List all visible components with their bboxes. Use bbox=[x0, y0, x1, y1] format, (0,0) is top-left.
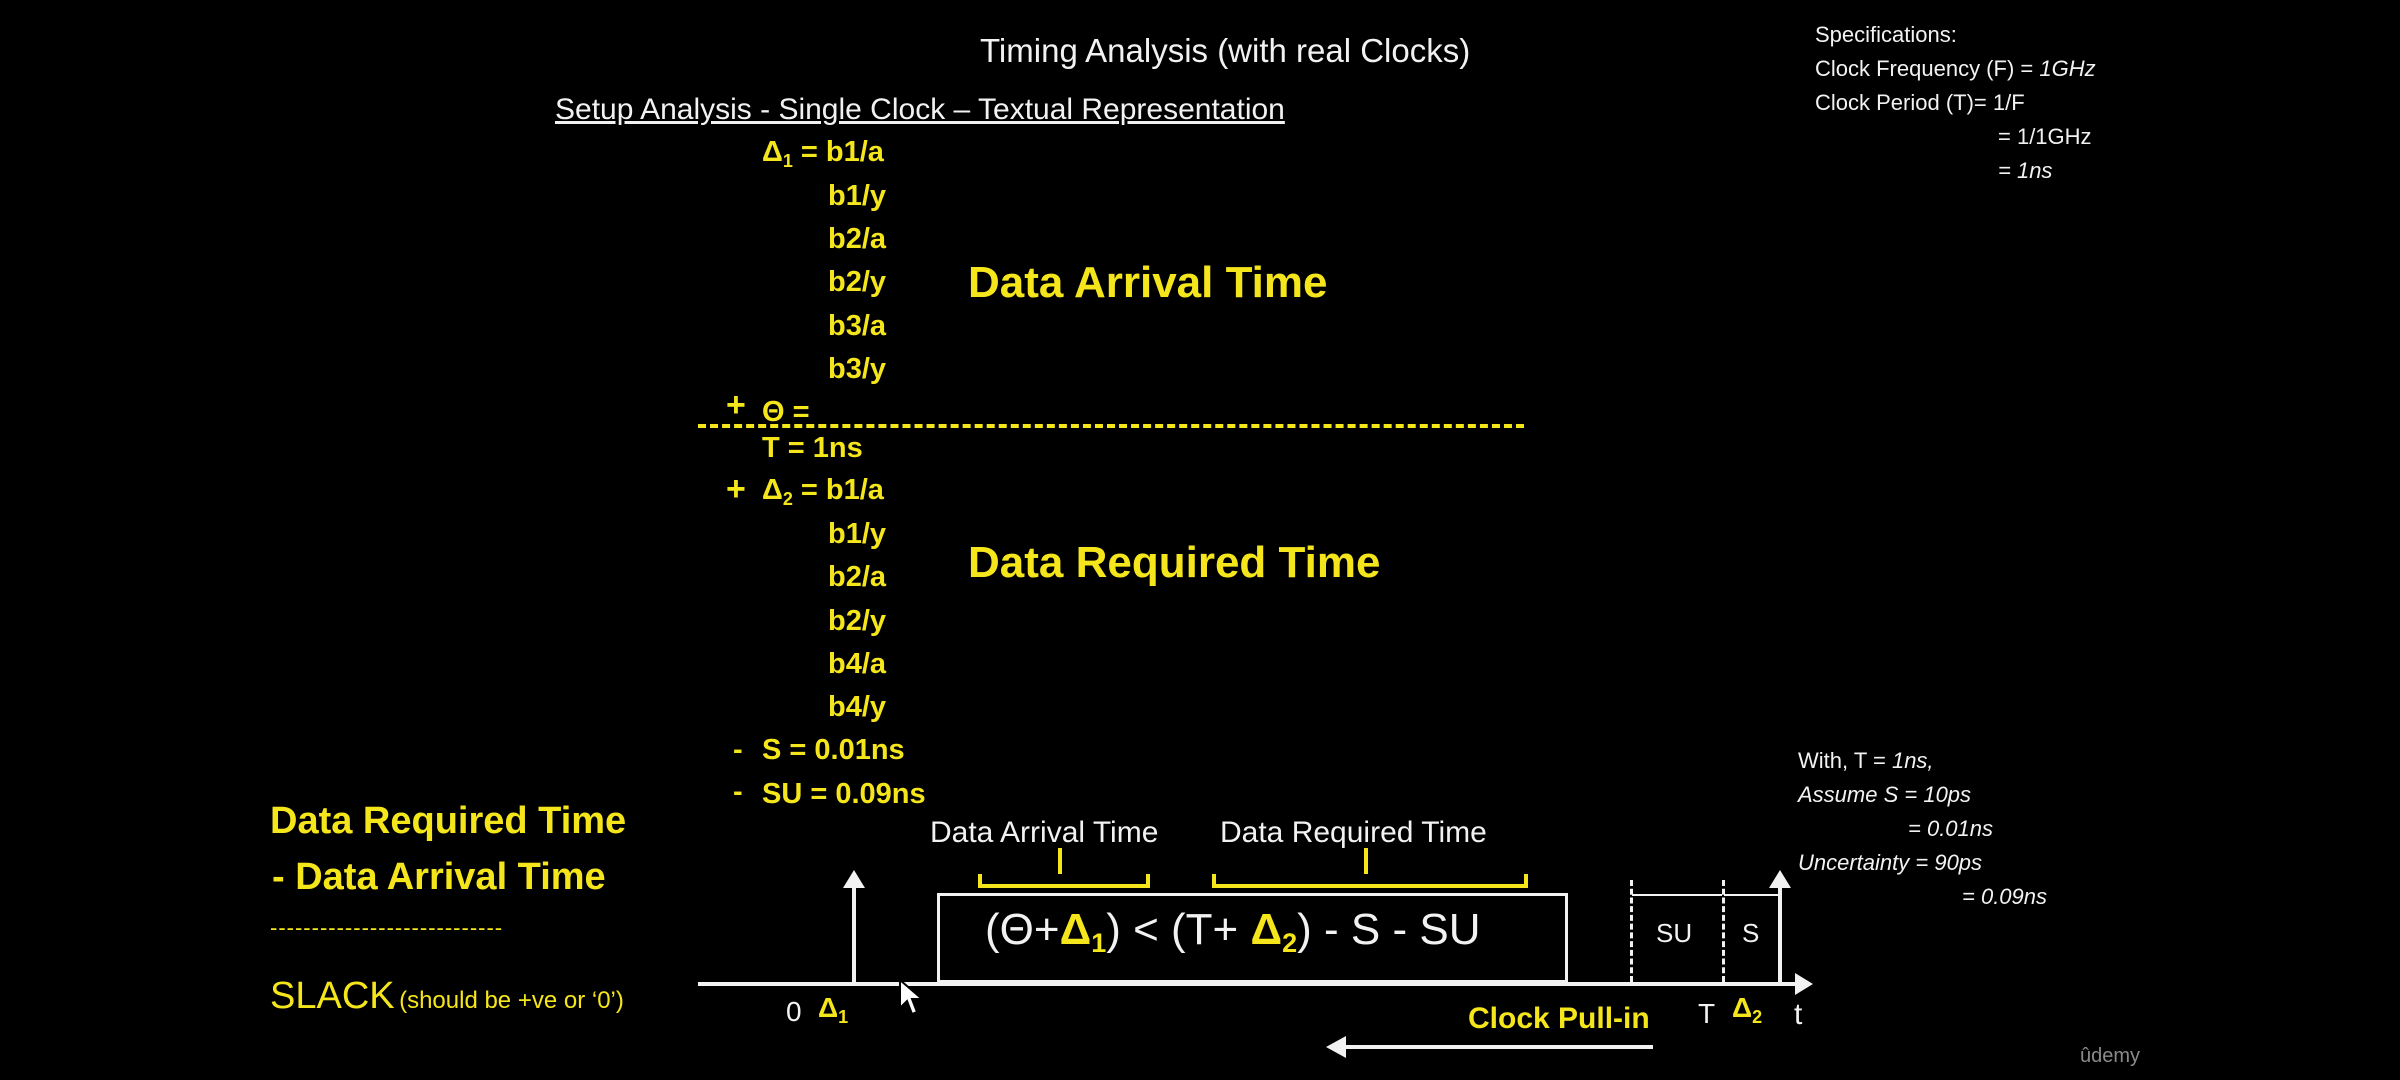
required-brace-tick bbox=[1364, 848, 1368, 874]
spec-heading: Specifications: bbox=[1815, 22, 1957, 47]
slack-arrival: - Data Arrival Time bbox=[272, 856, 606, 898]
s-marker-label: S bbox=[1742, 918, 1760, 948]
spec-period-line3: = 1ns bbox=[1998, 158, 2053, 183]
su-start-marker bbox=[1630, 880, 1633, 982]
mouse-cursor-icon bbox=[899, 978, 925, 1016]
spec-period: Clock Period (T)= 1/F bbox=[1815, 90, 2025, 115]
arrival-item: b2/a bbox=[828, 223, 887, 255]
s-minus: - bbox=[733, 734, 743, 766]
required-item: b2/y bbox=[828, 605, 887, 637]
required-item: b2/a bbox=[828, 561, 887, 593]
arrival-item: b3/y bbox=[828, 353, 887, 385]
required-item: b4/y bbox=[828, 691, 887, 723]
su-span-arrow bbox=[1632, 894, 1722, 896]
required-item: b4/a bbox=[828, 648, 887, 680]
clock-edge-launch bbox=[852, 888, 856, 984]
clock-pull-in-label: Clock Pull-in bbox=[1468, 1002, 1650, 1035]
arrival-item: b1/y bbox=[828, 180, 887, 212]
s-line: S = 0.01ns bbox=[762, 734, 905, 766]
spec-frequency: Clock Frequency (F) = 1GHz bbox=[1815, 56, 2096, 81]
t-line: T = 1ns bbox=[762, 432, 863, 464]
diagram-arrival-label: Data Arrival Time bbox=[930, 816, 1159, 849]
data-arrival-label: Data Arrival Time bbox=[968, 258, 1328, 307]
arrival-item: b2/y bbox=[828, 266, 887, 298]
clock-pull-in-arrow bbox=[1345, 1045, 1653, 1049]
assume-line3: = 0.01ns bbox=[1908, 816, 1994, 841]
theta-line: Θ = bbox=[762, 396, 810, 428]
assume-line2: Assume S = 10ps bbox=[1798, 782, 1972, 807]
time-axis-arrowhead bbox=[1795, 973, 1813, 995]
setup-inequality-box bbox=[937, 893, 1568, 983]
su-marker-label: SU bbox=[1656, 918, 1693, 948]
slack-required: Data Required Time bbox=[270, 800, 627, 842]
clock-edge-capture bbox=[1778, 888, 1782, 984]
s-start-marker bbox=[1722, 880, 1725, 982]
theta-plus: + bbox=[726, 386, 746, 424]
assume-line5: = 0.09ns bbox=[1962, 884, 2048, 909]
divider-dashes bbox=[698, 424, 1524, 428]
axis-delta2: Δ2 bbox=[1732, 992, 1763, 1027]
required-brace bbox=[1212, 874, 1528, 888]
diagram-required-label: Data Required Time bbox=[1220, 816, 1487, 849]
udemy-watermark: ûdemy bbox=[2080, 1045, 2141, 1067]
slack-dashes: ---------------------------- bbox=[270, 915, 504, 940]
delta2-plus: + bbox=[726, 470, 746, 508]
slide-subtitle: Setup Analysis - Single Clock – Textual … bbox=[555, 93, 1285, 126]
setup-inequality: (Θ+Δ1) < (T+ Δ2) - S - SU bbox=[985, 905, 1481, 958]
arrival-brace bbox=[978, 874, 1150, 888]
spec-period-line2: = 1/1GHz bbox=[1998, 124, 2092, 149]
arrival-item: b3/a bbox=[828, 310, 887, 342]
required-item: b1/y bbox=[828, 518, 887, 550]
data-required-label: Data Required Time bbox=[968, 538, 1381, 587]
clock-pull-in-arrowhead bbox=[1326, 1036, 1346, 1058]
axis-zero: 0 bbox=[786, 996, 802, 1027]
slack-line: SLACK (should be +ve or ‘0’) bbox=[270, 975, 624, 1017]
axis-T: T bbox=[1698, 998, 1716, 1029]
arrival-brace-tick bbox=[1058, 848, 1062, 874]
s-span-arrow bbox=[1724, 894, 1778, 896]
slide-title: Timing Analysis (with real Clocks) bbox=[980, 32, 1471, 69]
assume-line4: Uncertainty = 90ps bbox=[1798, 850, 1983, 875]
delta2-line: Δ2 = b1/a bbox=[762, 474, 884, 509]
axis-delta1: Δ1 bbox=[818, 992, 849, 1027]
time-axis bbox=[698, 982, 1800, 986]
axis-t: t bbox=[1794, 998, 1803, 1031]
clock-edge-capture-arrowhead bbox=[1769, 870, 1791, 888]
assume-line1: With, T = 1ns, bbox=[1798, 748, 1934, 773]
delta1-line: Δ1 = b1/a bbox=[762, 136, 884, 171]
su-line: SU = 0.09ns bbox=[762, 778, 926, 810]
clock-edge-launch-arrowhead bbox=[843, 870, 865, 888]
su-minus: - bbox=[733, 776, 743, 808]
